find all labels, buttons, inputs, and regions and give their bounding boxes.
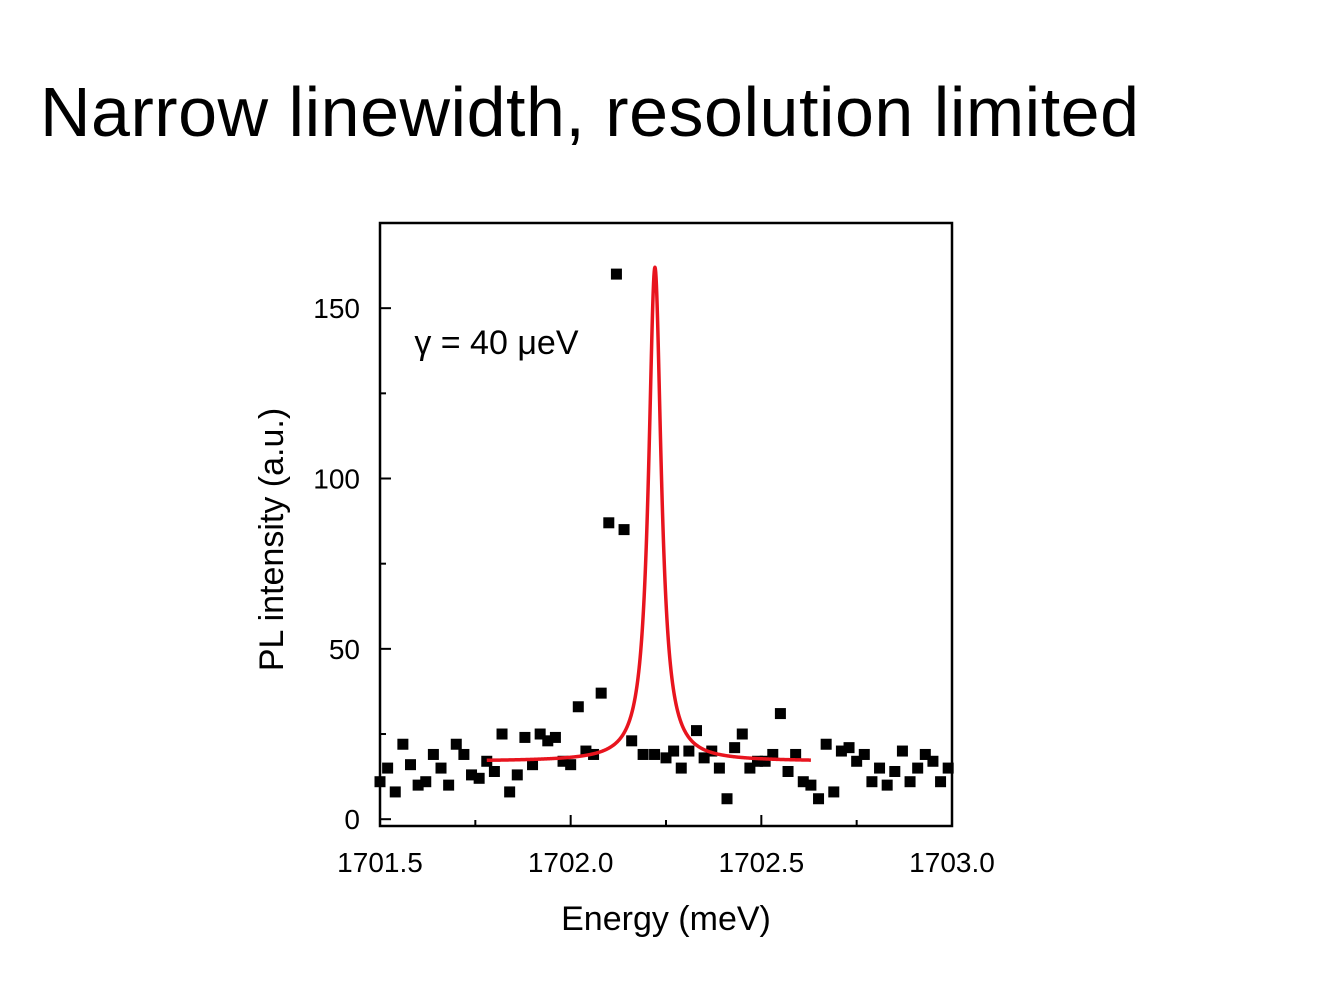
data-point: [752, 755, 764, 767]
data-point: [858, 748, 870, 760]
data-point: [519, 731, 531, 743]
data-point: [904, 776, 916, 788]
data-point: [759, 755, 771, 767]
labels-group: 1701.5 1702.0 1702.5 1703.0 0 50 100 150: [313, 293, 995, 878]
data-point: [744, 762, 756, 774]
x-axis-label: Energy (meV): [561, 900, 771, 938]
data-point: [820, 738, 832, 750]
data-point: [458, 748, 470, 760]
data-point: [675, 762, 687, 774]
data-point: [721, 793, 733, 805]
data-point: [729, 742, 741, 754]
data-point: [450, 738, 462, 750]
x-tick-label: 1702.5: [719, 847, 805, 878]
data-point: [790, 748, 802, 760]
data-point: [511, 769, 523, 781]
x-tick-label: 1701.5: [337, 847, 423, 878]
y-tick-label: 0: [344, 804, 360, 835]
data-point: [473, 772, 485, 784]
data-point: [767, 748, 779, 760]
data-point: [382, 762, 394, 774]
data-point: [557, 755, 569, 767]
data-point: [805, 779, 817, 791]
data-point: [412, 779, 424, 791]
data-point: [691, 725, 703, 737]
data-point: [427, 748, 439, 760]
linewidth-annotation: γ = 40 μeV: [414, 324, 579, 362]
data-point: [389, 786, 401, 798]
data-point: [466, 769, 478, 781]
data-point: [610, 268, 622, 280]
data-point: [420, 776, 432, 788]
data-point: [782, 765, 794, 777]
plot-frame: [378, 221, 954, 828]
data-point: [374, 776, 386, 788]
data-point: [626, 735, 638, 747]
data-point: [435, 762, 447, 774]
data-point: [828, 786, 840, 798]
y-tick-label: 50: [329, 634, 360, 665]
ticks-group: [379, 307, 953, 826]
data-point: [534, 728, 546, 740]
data-point: [481, 755, 493, 767]
data-point: [843, 742, 855, 754]
data-point: [874, 762, 886, 774]
slide-title: Narrow linewidth, resolution limited: [40, 73, 1140, 151]
data-point: [565, 759, 577, 771]
data-point: [405, 759, 417, 771]
y-tick-label: 100: [313, 464, 360, 495]
data-point: [797, 776, 809, 788]
data-point: [488, 765, 500, 777]
data-point: [549, 731, 561, 743]
y-axis-label: PL intensity (a.u.): [253, 408, 291, 671]
data-point: [866, 776, 878, 788]
data-point: [397, 738, 409, 750]
data-point: [736, 728, 748, 740]
data-point: [942, 762, 954, 774]
fit-curve-group: [485, 265, 813, 763]
data-point: [603, 517, 615, 529]
data-point: [580, 745, 592, 757]
axes-group: [378, 221, 954, 828]
data-point: [896, 745, 908, 757]
data-point: [668, 745, 680, 757]
data-point: [660, 752, 672, 764]
x-tick-label: 1702.0: [528, 847, 614, 878]
data-point: [935, 776, 947, 788]
data-point: [698, 752, 710, 764]
data-point: [496, 728, 508, 740]
data-point: [774, 708, 786, 720]
data-point: [851, 755, 863, 767]
data-point: [683, 745, 695, 757]
data-point: [443, 779, 455, 791]
x-tick-label: 1703.0: [909, 847, 995, 878]
data-point: [713, 762, 725, 774]
lorentzian-fit-line: [485, 265, 813, 763]
data-point: [542, 735, 554, 747]
data-point: [618, 524, 630, 536]
y-tick-label: 150: [313, 293, 360, 324]
data-point: [504, 786, 516, 798]
data-point: [649, 748, 661, 760]
data-point: [889, 765, 901, 777]
data-point: [527, 759, 539, 771]
data-point: [912, 762, 924, 774]
data-point: [595, 687, 607, 699]
data-point: [927, 755, 939, 767]
data-point: [835, 745, 847, 757]
data-point: [813, 793, 825, 805]
data-point: [881, 779, 893, 791]
data-point: [572, 701, 584, 713]
data-point: [919, 748, 931, 760]
data-point: [637, 748, 649, 760]
